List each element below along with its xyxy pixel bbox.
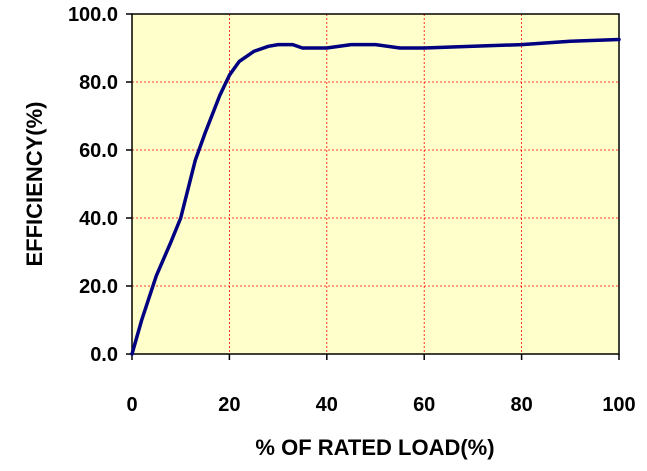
x-tick-label: 20 — [218, 394, 240, 416]
plot-area-frame — [131, 13, 620, 355]
efficiency-series-line — [130, 37, 621, 356]
series-layer — [130, 37, 621, 356]
plot-area-background — [132, 14, 619, 354]
x-tick-label: 0 — [126, 394, 137, 416]
y-tick-label: 60.0 — [79, 140, 118, 162]
y-axis-title: EFFICIENCY(%) — [22, 102, 47, 267]
x-tick-label: 60 — [413, 394, 435, 416]
x-axis-title: % OF RATED LOAD(%) — [255, 435, 494, 460]
x-tick-label: 100 — [602, 394, 635, 416]
x-tick-label: 40 — [316, 394, 338, 416]
y-tick-label: 20.0 — [79, 276, 118, 298]
grid-lines — [132, 14, 619, 354]
y-tick-label: 80.0 — [79, 72, 118, 94]
y-tick-label: 40.0 — [79, 208, 118, 230]
y-tick-label: 100.0 — [68, 4, 118, 26]
x-tick-label: 80 — [510, 394, 532, 416]
tick-labels: 0 20 40 60 80 100 0.0 20.0 40.0 60.0 80.0 100.0 — [68, 4, 636, 416]
y-tick-label: 0.0 — [90, 344, 118, 366]
